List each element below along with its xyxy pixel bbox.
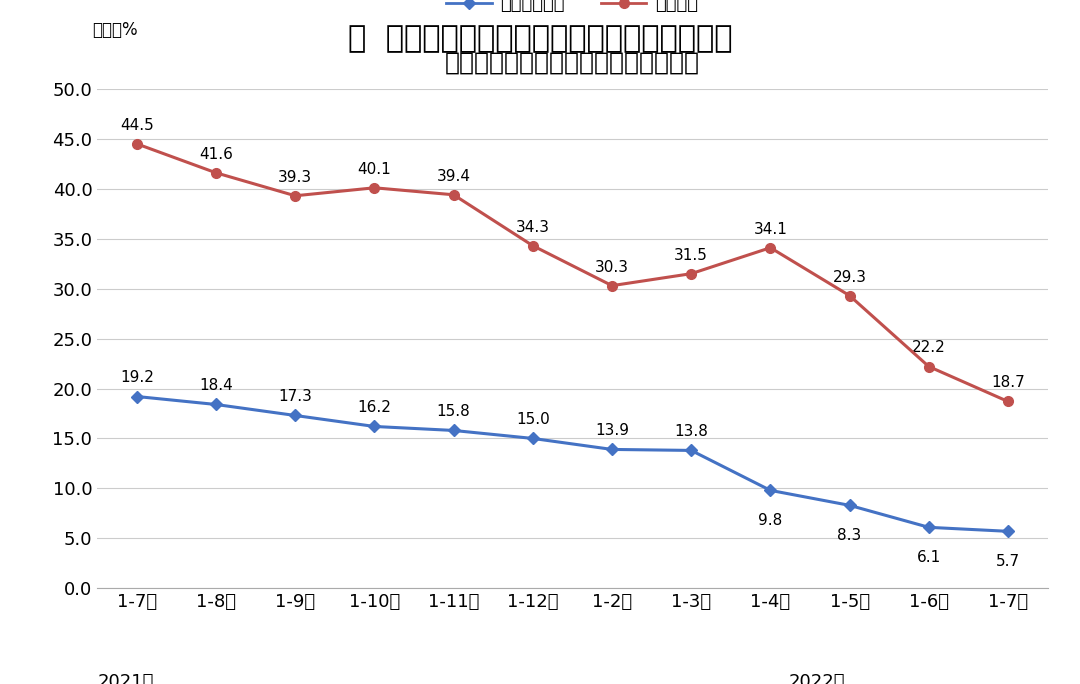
Legend: 营业收入增速, 利润增速: 营业收入增速, 利润增速 <box>440 0 705 21</box>
Text: 5.7: 5.7 <box>996 553 1021 568</box>
Text: 17.3: 17.3 <box>279 389 312 404</box>
Text: 18.7: 18.7 <box>991 376 1025 391</box>
Text: 15.8: 15.8 <box>436 404 471 419</box>
Text: 6.1: 6.1 <box>917 549 941 564</box>
Text: 29.3: 29.3 <box>833 269 866 285</box>
Text: 2022年: 2022年 <box>788 673 845 684</box>
Text: 30.3: 30.3 <box>595 259 629 274</box>
Text: 34.3: 34.3 <box>516 220 550 235</box>
Text: 44.5: 44.5 <box>120 118 153 133</box>
Text: 34.1: 34.1 <box>754 222 787 237</box>
Text: 13.8: 13.8 <box>674 424 708 439</box>
Text: 41.6: 41.6 <box>199 146 233 161</box>
Text: 2021年: 2021年 <box>97 673 153 684</box>
Text: 40.1: 40.1 <box>357 161 391 176</box>
Text: 8.3: 8.3 <box>837 527 862 542</box>
Text: 31.5: 31.5 <box>674 248 708 263</box>
Text: 15.0: 15.0 <box>516 412 550 428</box>
Text: 13.9: 13.9 <box>595 423 629 438</box>
Text: 18.4: 18.4 <box>199 378 233 393</box>
Title: 各月累计营业收入与利润总额同比增速: 各月累计营业收入与利润总额同比增速 <box>445 51 700 75</box>
Text: 9.8: 9.8 <box>758 512 783 527</box>
Text: 39.3: 39.3 <box>279 170 312 185</box>
Text: 22.2: 22.2 <box>912 341 946 356</box>
Text: 16.2: 16.2 <box>357 400 391 415</box>
Text: 19.2: 19.2 <box>120 371 153 385</box>
Text: 图  规上工业企业营业收入和利润总额增长走势: 图 规上工业企业营业收入和利润总额增长走势 <box>348 24 732 53</box>
Text: 39.4: 39.4 <box>436 169 471 184</box>
Text: 单位：%: 单位：% <box>93 21 138 39</box>
